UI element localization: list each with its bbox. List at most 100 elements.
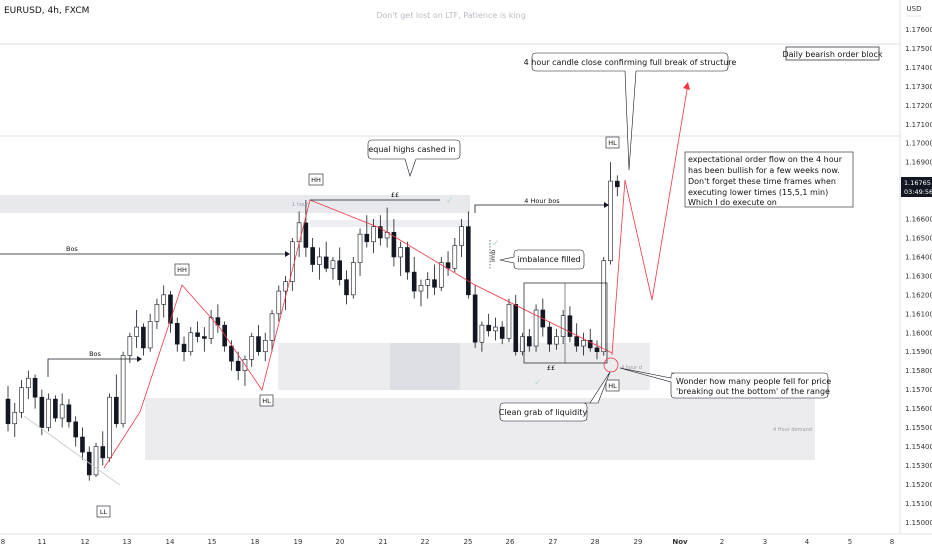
candle bbox=[120, 351, 126, 428]
candle bbox=[215, 304, 221, 333]
ff-top-label: ££ bbox=[391, 191, 399, 199]
candle bbox=[567, 306, 573, 343]
svg-text:HL: HL bbox=[608, 382, 617, 390]
candle bbox=[337, 247, 343, 286]
time-tick-label: 2 bbox=[720, 538, 724, 546]
time-tick-label: 3 bbox=[763, 538, 767, 546]
time-tick-label: 12 bbox=[81, 538, 90, 546]
candle bbox=[479, 321, 485, 352]
svg-text:equal highs cashed in: equal highs cashed in bbox=[368, 145, 455, 154]
hh-tag-left: HH bbox=[174, 263, 190, 276]
candle bbox=[80, 427, 85, 460]
candle bbox=[154, 298, 160, 329]
price-tick-label: 1.16300 bbox=[905, 272, 932, 280]
candle bbox=[472, 285, 478, 348]
candle bbox=[134, 310, 139, 348]
svg-text:HL: HL bbox=[608, 139, 617, 147]
price-tick-label: 1.16400 bbox=[905, 253, 932, 261]
candle bbox=[350, 256, 356, 299]
time-tick-label: 26 bbox=[506, 538, 515, 546]
check-icon: ✓ bbox=[492, 239, 500, 249]
candle bbox=[614, 175, 620, 197]
liquidity-callout: Clean grab of liquidity bbox=[499, 371, 611, 422]
candle bbox=[242, 355, 248, 386]
price-tick-label: 1.15500 bbox=[905, 424, 932, 432]
candle bbox=[547, 321, 552, 352]
svg-text:expectational order flow on th: expectational order flow on the 4 hour bbox=[688, 155, 843, 164]
candle bbox=[114, 374, 119, 428]
range-demand-zone bbox=[278, 343, 650, 390]
price-tick-label: 1.16900 bbox=[905, 159, 932, 167]
range-box bbox=[523, 282, 608, 364]
chart-tagline: Don't get lost on LTF, Patience is king bbox=[376, 11, 526, 20]
svg-text:Which I do execute on: Which I do execute on bbox=[688, 198, 777, 207]
candle bbox=[161, 285, 167, 318]
bos-arrowhead-left bbox=[285, 251, 290, 257]
candle bbox=[174, 317, 180, 352]
price-tick-label: 1.17400 bbox=[905, 64, 932, 72]
wonder-callout: Wonder how many people fell for price 'b… bbox=[619, 367, 831, 399]
candle bbox=[276, 285, 282, 322]
svg-text:Clean grab of liquidity: Clean grab of liquidity bbox=[499, 408, 588, 417]
candle bbox=[93, 442, 99, 477]
hl-tag-top: HL bbox=[605, 136, 620, 149]
price-tick-label: 1.15900 bbox=[905, 348, 932, 356]
candle bbox=[107, 393, 112, 462]
candle bbox=[506, 298, 512, 343]
price-tick-label: 1.15300 bbox=[905, 462, 932, 470]
four-hour-bos-arrowhead bbox=[604, 202, 609, 208]
candle bbox=[303, 200, 309, 257]
candle bbox=[39, 389, 45, 436]
candle bbox=[391, 219, 397, 267]
candle bbox=[526, 328, 532, 352]
bos-label-low: Bos bbox=[89, 350, 101, 358]
impulse-line bbox=[611, 179, 626, 356]
price-tick-label: 1.17200 bbox=[905, 102, 932, 110]
price-tick-label: 1.17000 bbox=[905, 140, 932, 148]
candle bbox=[438, 256, 444, 292]
price-tick-label: 1.15200 bbox=[905, 481, 932, 489]
candle bbox=[208, 310, 214, 345]
price-tick-label: 1.15400 bbox=[905, 443, 932, 451]
candle bbox=[344, 270, 349, 305]
price-tick-label: 1.17600 bbox=[905, 26, 932, 34]
candlestick-series bbox=[5, 162, 620, 481]
one-hour-zone bbox=[0, 195, 470, 213]
price-tick-label: 1.17300 bbox=[905, 83, 932, 91]
candle bbox=[560, 310, 566, 345]
four-hour-demand-zone bbox=[145, 398, 815, 460]
candle bbox=[378, 215, 383, 246]
candle bbox=[100, 431, 106, 466]
time-axis[interactable]: 8 11 12 13 14 15 18 19 20 21 22 25 26 27 28 29 Nov 2 3 4 5 8 bbox=[1, 538, 894, 546]
hl-tag-left: HL bbox=[259, 394, 274, 407]
candle bbox=[86, 446, 92, 481]
svg-text:HH: HH bbox=[177, 266, 187, 274]
time-tick-label: 28 bbox=[591, 538, 600, 546]
candle bbox=[608, 162, 613, 265]
candle bbox=[499, 321, 505, 345]
check-icon: ✓ bbox=[534, 378, 542, 388]
candle bbox=[398, 241, 403, 276]
candle bbox=[384, 207, 390, 248]
candle-close-callout: 4 hour candle close confirming full brea… bbox=[524, 52, 736, 171]
time-tick-label: 14 bbox=[166, 538, 175, 546]
candle bbox=[235, 351, 241, 381]
candle bbox=[371, 219, 376, 254]
svg-text:Don't forget these time frames: Don't forget these time frames when bbox=[688, 177, 836, 186]
currency-label: USD bbox=[907, 5, 922, 13]
svg-text:Daily bearish order block: Daily bearish order block bbox=[782, 50, 882, 59]
candle bbox=[73, 416, 78, 447]
price-axis[interactable]: 1.17600 1.17500 1.17400 1.17300 1.17200 1.171… bbox=[905, 26, 932, 527]
time-tick-label: 19 bbox=[294, 538, 303, 546]
equal-highs-callout: equal highs cashed in bbox=[367, 139, 461, 177]
candle bbox=[330, 256, 336, 280]
time-tick-label: 25 bbox=[464, 538, 473, 546]
candle bbox=[46, 393, 51, 432]
symbol-title: EURUSD, 4h, FXCM bbox=[4, 6, 89, 16]
candle bbox=[202, 327, 207, 352]
liquidity-grab-circle bbox=[603, 357, 619, 373]
candle bbox=[283, 275, 288, 311]
price-tick-label: 1.15100 bbox=[905, 500, 932, 508]
time-tick-label: 5 bbox=[848, 538, 852, 546]
